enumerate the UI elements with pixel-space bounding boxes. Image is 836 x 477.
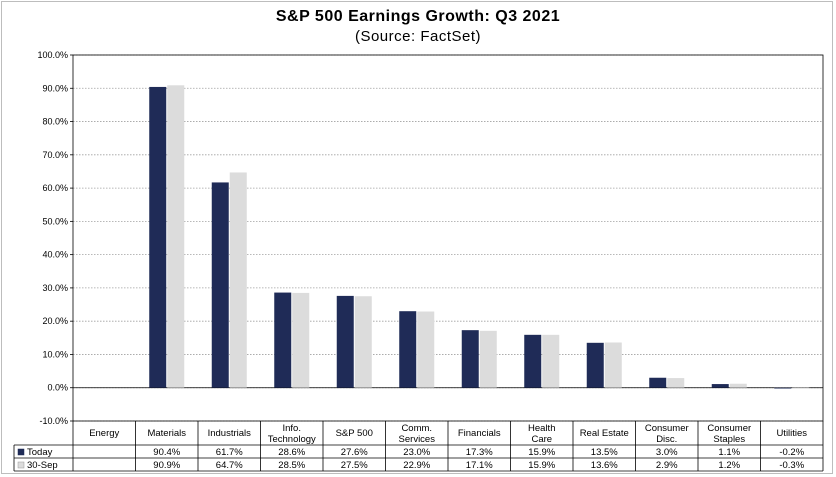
category-label: Disc. — [656, 434, 677, 445]
bar-30-sep — [729, 383, 747, 388]
bar-today — [711, 384, 729, 388]
data-label-today: 15.9% — [528, 447, 555, 458]
bar-30-sep — [167, 85, 185, 388]
bar-today — [524, 334, 542, 388]
category-label: Technology — [268, 434, 316, 445]
data-label-today: 61.7% — [216, 447, 243, 458]
legend-label-30-sep: 30-Sep — [27, 460, 58, 471]
bars — [149, 85, 810, 389]
y-tick-label: 10.0% — [42, 349, 68, 359]
data-label-30-sep: 13.6% — [591, 460, 618, 471]
gridlines — [72, 54, 824, 422]
bar-30-sep — [292, 292, 310, 388]
data-label-today: 13.5% — [591, 447, 618, 458]
category-label: Services — [399, 434, 436, 445]
bar-today — [336, 295, 354, 388]
data-label-30-sep: 27.5% — [341, 460, 368, 471]
y-tick-label: 20.0% — [42, 316, 68, 326]
bar-30-sep — [229, 172, 247, 388]
bar-today — [774, 387, 792, 389]
data-table: Energy Materials Industrials Info.Technolog… — [13, 421, 824, 472]
y-tick-label: 70.0% — [42, 150, 68, 160]
category-label: Info. — [283, 423, 302, 434]
bar-today — [149, 86, 167, 388]
category-label: Comm. — [401, 423, 432, 434]
bar-30-sep — [479, 330, 497, 388]
y-tick-label: 100.0% — [37, 50, 68, 60]
category-label: Health — [528, 423, 555, 434]
data-label-30-sep: 15.9% — [528, 460, 555, 471]
data-label-today: 17.3% — [466, 447, 493, 458]
bar-30-sep — [542, 334, 560, 388]
category-label: Financials — [458, 428, 501, 439]
category-label: Utilities — [776, 428, 807, 439]
category-label: Consumer — [707, 423, 751, 434]
chart-title: S&P 500 Earnings Growth: Q3 2021 — [275, 8, 561, 25]
data-label-30-sep: 1.2% — [718, 460, 740, 471]
y-tick-label: -10.0% — [39, 416, 68, 426]
category-label: Industrials — [208, 428, 252, 439]
y-tick-label: 60.0% — [42, 183, 68, 193]
data-label-today: 27.6% — [341, 447, 368, 458]
bar-today — [399, 311, 417, 388]
category-label: Staples — [713, 434, 745, 445]
data-label-30-sep: 90.9% — [153, 460, 180, 471]
y-axis: 100.0% 90.0% 80.0% 70.0% 60.0% 50.0% 40.0% 30.0… — [37, 50, 73, 426]
category-label: Materials — [147, 428, 186, 439]
y-tick-label: 50.0% — [42, 216, 68, 226]
bar-30-sep — [792, 387, 810, 389]
data-label-30-sep: 2.9% — [656, 460, 678, 471]
y-tick-label: 40.0% — [42, 250, 68, 260]
bar-today — [586, 342, 604, 388]
bar-today — [211, 182, 229, 388]
data-label-today: 3.0% — [656, 447, 678, 458]
legend-swatch-today — [17, 448, 25, 456]
chart-subtitle: (Source: FactSet) — [354, 28, 482, 45]
category-label: Real Estate — [580, 428, 629, 439]
category-label: Energy — [89, 428, 119, 439]
plot-border — [72, 54, 824, 422]
bar-30-sep — [354, 296, 372, 388]
data-label-today: 1.1% — [718, 447, 740, 458]
category-label: S&P 500 — [336, 428, 373, 439]
y-tick-label: 30.0% — [42, 283, 68, 293]
bar-today — [461, 330, 479, 388]
data-label-30-sep: 28.5% — [278, 460, 305, 471]
category-label: Consumer — [645, 423, 689, 434]
data-label-today: -0.2% — [779, 447, 804, 458]
data-label-30-sep: 64.7% — [216, 460, 243, 471]
bar-today — [649, 377, 667, 388]
data-label-30-sep: 17.1% — [466, 460, 493, 471]
data-label-today: 90.4% — [153, 447, 180, 458]
bar-30-sep — [417, 311, 435, 388]
legend-label-today: Today — [27, 447, 53, 458]
data-label-today: 28.6% — [278, 447, 305, 458]
legend-swatch-30-sep — [17, 461, 25, 469]
y-tick-label: 80.0% — [42, 117, 68, 127]
bar-30-sep — [604, 342, 622, 388]
data-label-30-sep: 22.9% — [403, 460, 430, 471]
bar-today — [274, 292, 292, 388]
data-label-30-sep: -0.3% — [779, 460, 804, 471]
y-tick-label: 0.0% — [47, 383, 68, 393]
data-label-today: 23.0% — [403, 447, 430, 458]
y-tick-label: 90.0% — [42, 83, 68, 93]
category-label: Care — [531, 434, 552, 445]
bar-30-sep — [667, 378, 685, 388]
